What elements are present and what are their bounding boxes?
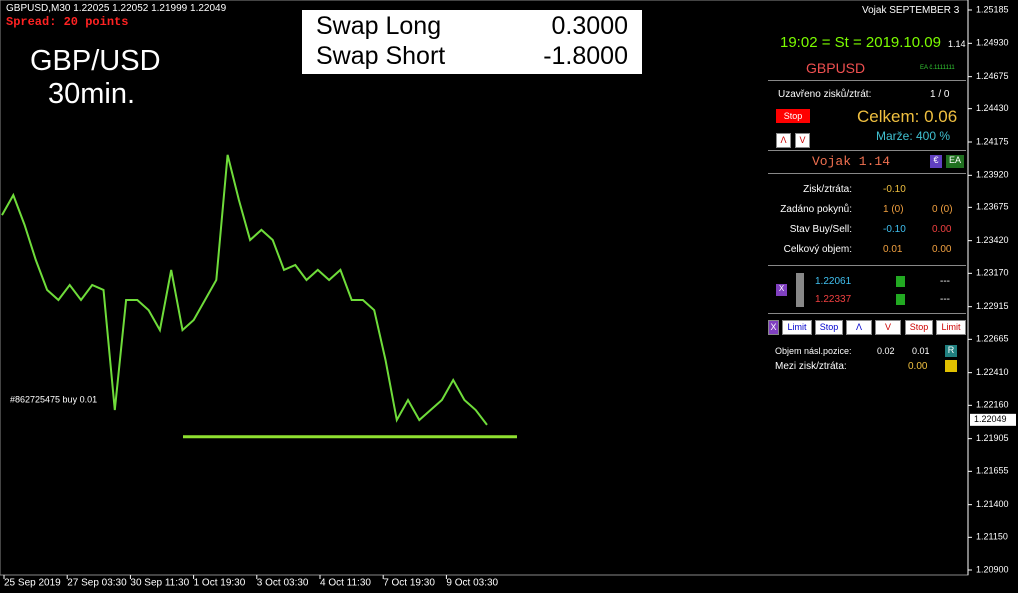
swap-value: -1.8000 [543,42,628,70]
swap-label: Swap Short [316,42,446,70]
y-tick-label: 1.23675 [976,202,1009,212]
y-tick-label: 1.23920 [976,170,1009,180]
price-line [1,154,488,426]
x-tick-label: 25 Sep 2019 [4,578,61,589]
account: Vojak SEPTEMBER 3 [862,5,960,16]
slider[interactable] [796,273,804,307]
closed-value: 1 / 0 [930,89,950,100]
order-button[interactable]: Limit [936,320,966,335]
y-tick-label: 1.24930 [976,38,1009,48]
stop-button[interactable]: Stop [776,109,810,123]
x-tick-label: 4 Oct 11:30 [320,578,371,589]
separator [768,150,966,151]
marker [896,294,905,305]
stat-value: -0.10 [883,224,906,235]
swap-label: Swap Long [316,12,442,40]
order-button[interactable]: Stop [905,320,933,335]
between-button[interactable] [945,360,957,372]
y-tick-label: 1.20900 [976,564,1009,574]
stat-label: Zadáno pokynů: [780,204,852,215]
stat-value: 0 (0) [932,204,953,215]
stat-value: 0.00 [932,244,952,255]
y-tick-label: 1.23170 [976,268,1009,278]
watermark-symbol: GBP/USD [30,45,161,77]
badge[interactable]: € [930,155,942,168]
y-tick-label: 1.22915 [976,301,1009,311]
up-button[interactable]: Λ [776,133,791,148]
watermark-period: 30min. [48,78,136,110]
swap-box: Swap Long 0.3000 Swap Short -1.8000 [302,10,642,74]
level: 1.22337 [815,294,852,305]
volume-label: Objem násl.pozice: [775,346,852,356]
y-tick-label: 1.24675 [976,71,1009,81]
stat-value: 1 (0) [883,204,904,215]
symbol: GBPUSD [806,60,866,76]
current-price-label: 1.22049 [974,414,1007,424]
stat-label: Zisk/ztráta: [803,184,852,195]
y-tick-label: 1.24175 [976,136,1009,146]
closed-label: Uzavřeno zisků/ztrát: [778,89,872,100]
y-tick-label: 1.21400 [976,499,1009,509]
marker [896,276,905,287]
total: Celkem: 0.06 [857,107,958,126]
badge[interactable]: EA [946,155,964,168]
y-tick-label: 1.21150 [976,532,1008,542]
x-tick-label: 30 Sep 11:30 [130,578,189,589]
swap-value: 0.3000 [551,12,628,40]
y-tick-label: 1.22665 [976,334,1009,344]
order-button[interactable]: V [875,320,901,335]
separator [768,173,966,174]
current-price-box [970,413,1016,426]
margin: Marže: 400 % [876,129,951,143]
x-tick-label: 27 Sep 03:30 [67,578,127,589]
stat-value: 0.00 [932,224,952,235]
stat-value: 0.01 [883,244,903,255]
volume: 0.01 [912,346,930,356]
time: 19:02 = St = 2019.10.09 [780,34,941,51]
down-button[interactable]: V [795,133,810,148]
x-tick-label: 9 Oct 03:30 [446,578,498,589]
y-tick-label: 1.21905 [976,433,1009,443]
separator [768,313,966,314]
between-label: Mezi zisk/ztráta: [775,361,847,372]
level-status: --- [940,294,950,305]
separator [768,80,966,81]
close-button[interactable]: X [776,284,787,296]
order-button[interactable]: Stop [815,320,843,335]
volume: 0.02 [877,346,895,356]
x-tick-label: 7 Oct 19:30 [383,578,435,589]
y-tick-label: 1.25185 [976,4,1009,14]
ea-name: Vojak 1.14 [812,154,891,169]
x-tick-label: 1 Oct 19:30 [194,578,246,589]
x-tick-label: 3 Oct 03:30 [257,578,309,589]
y-tick-label: 1.22410 [976,367,1009,377]
stat-label: Stav Buy/Sell: [789,224,852,235]
separator [768,265,966,266]
plot-frame [0,0,969,576]
spread: Spread: 20 points [6,15,129,29]
y-tick-label: 1.21655 [976,466,1009,476]
y-tick-label: 1.23420 [976,235,1009,245]
stat-label: Celkový objem: [783,244,852,255]
version: 1.14 [948,39,966,49]
order-button[interactable]: X [768,320,779,335]
order-button[interactable]: Limit [782,320,812,335]
level: 1.22061 [815,276,852,287]
order-button[interactable]: Λ [846,320,872,335]
ea-id: EA č.1111111 [920,65,955,71]
stat-value: -0.10 [883,184,906,195]
order-label: #862725475 buy 0.01 [10,394,97,404]
symbol-info: GBPUSD,M30 1.22025 1.22052 1.21999 1.220… [6,3,227,14]
level-status: --- [940,276,950,287]
between-value: 0.00 [908,361,928,372]
volume-button[interactable]: R [945,345,957,357]
y-tick-label: 1.24430 [976,103,1009,113]
y-tick-label: 1.22160 [976,400,1009,410]
